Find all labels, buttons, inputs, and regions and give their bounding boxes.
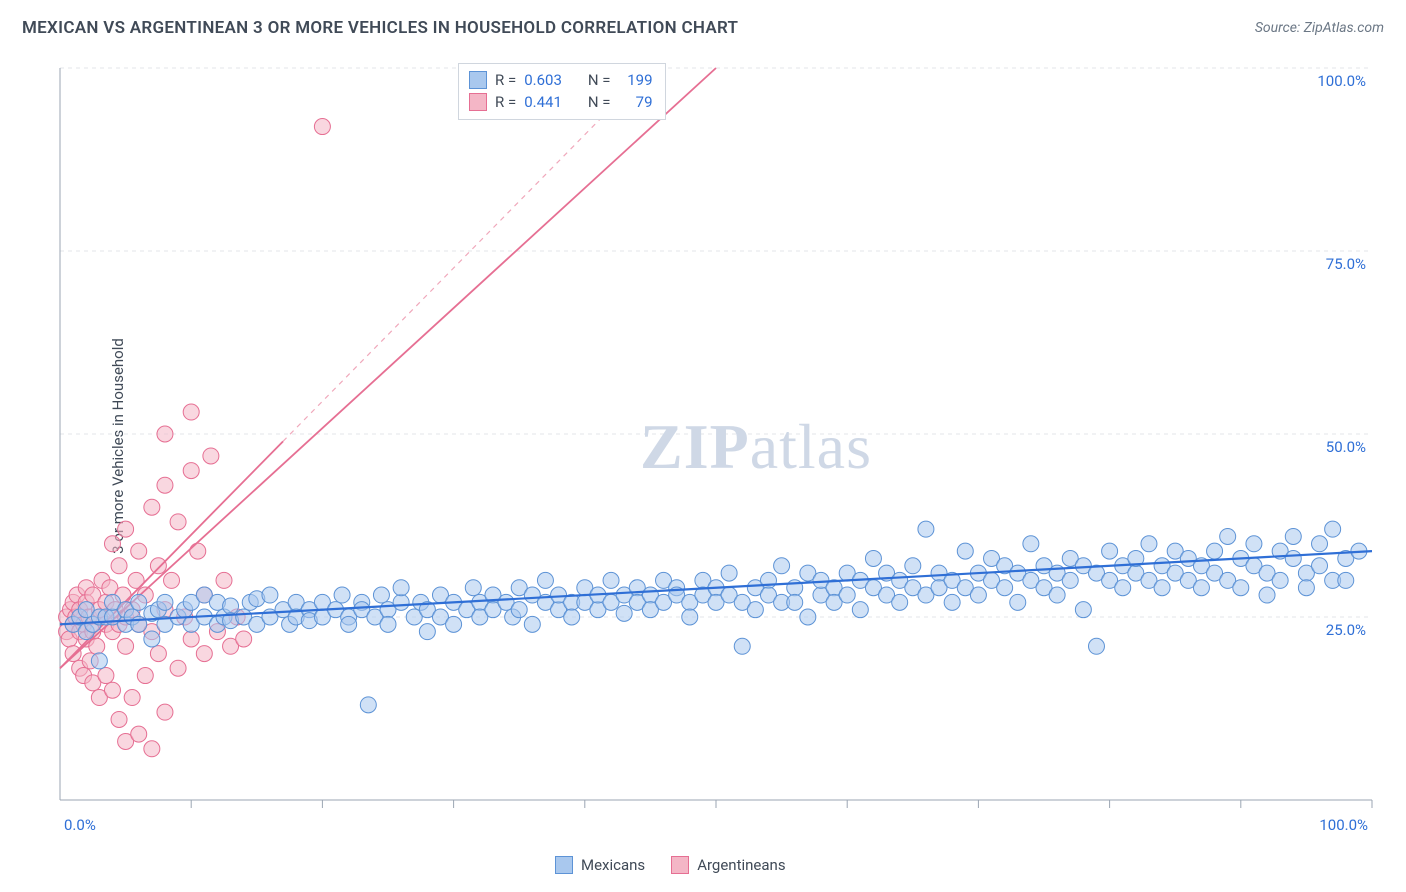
legend-swatch (469, 93, 487, 111)
svg-text:25.0%: 25.0% (1326, 621, 1366, 639)
svg-text:100.0%: 100.0% (1319, 816, 1368, 830)
legend-series: Mexicans Argentineans (555, 856, 786, 874)
scatter-plot: 25.0% 50.0% 75.0% 100.0% 0.0% 100.0% (52, 60, 1382, 830)
stat-n-value: 199 (619, 69, 653, 91)
legend-swatch (555, 856, 573, 874)
source-label: Source: ZipAtlas.com (1255, 20, 1384, 36)
svg-text:100.0%: 100.0% (1317, 72, 1366, 90)
header: MEXICAN VS ARGENTINEAN 3 OR MORE VEHICLE… (22, 18, 1384, 38)
stat-n-label: N = (588, 69, 611, 91)
legend-stats-row: R = 0.603 N = 199 (469, 69, 653, 91)
chart-title: MEXICAN VS ARGENTINEAN 3 OR MORE VEHICLE… (22, 18, 738, 38)
legend-series-label: Argentineans (697, 856, 785, 874)
stat-r-label: R = (495, 69, 516, 91)
stat-r-value: 0.441 (524, 91, 562, 113)
svg-text:50.0%: 50.0% (1326, 438, 1366, 456)
legend-series-label: Mexicans (581, 856, 645, 874)
svg-text:75.0%: 75.0% (1326, 255, 1366, 273)
legend-swatch (469, 71, 487, 89)
plot-svg: 25.0% 50.0% 75.0% 100.0% 0.0% 100.0% (52, 60, 1382, 830)
stat-n-value: 79 (619, 91, 653, 113)
legend-stats-box: R = 0.603 N = 199 R = 0.441 N = 79 (458, 63, 666, 120)
stat-n-label: N = (588, 91, 611, 113)
svg-text:0.0%: 0.0% (64, 816, 96, 830)
legend-stats-row: R = 0.441 N = 79 (469, 91, 653, 113)
legend-series-item: Mexicans (555, 856, 645, 874)
legend-swatch (671, 856, 689, 874)
stat-r-label: R = (495, 91, 516, 113)
stat-r-value: 0.603 (524, 69, 562, 91)
legend-series-item: Argentineans (671, 856, 785, 874)
